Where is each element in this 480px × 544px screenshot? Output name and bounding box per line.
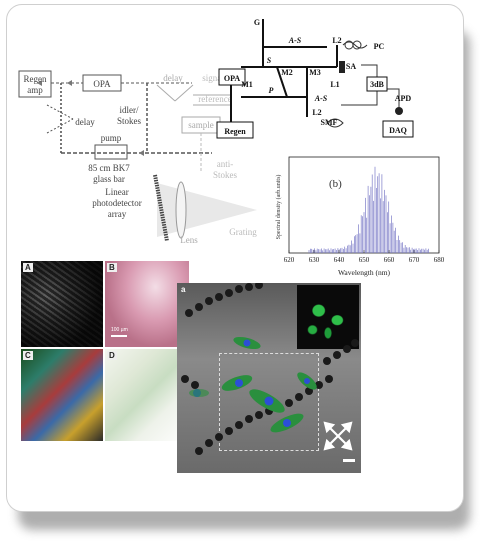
x-axis-label: Wavelength (nm)	[338, 268, 391, 277]
label-as-mid: A-S	[314, 94, 328, 103]
photodetector-array	[153, 174, 169, 242]
label-l1: L1	[330, 80, 339, 89]
label-l2-top: L2	[332, 36, 341, 45]
cell-scale-bar	[343, 459, 355, 462]
polarization-arrows	[323, 421, 353, 451]
selection-box	[219, 353, 319, 451]
optical-setup-left: Regen amp OPA delay delay idler/ Stokes …	[18, 70, 257, 245]
sa-box	[339, 61, 345, 73]
b-scale-bar	[111, 335, 127, 337]
label-g: G	[254, 18, 260, 27]
micro-label-d: D	[107, 351, 117, 360]
regen-amp-box	[18, 70, 52, 98]
label-sa: SA	[346, 62, 356, 71]
label-stokes: Stokes	[117, 116, 142, 126]
label-linear: Linear	[105, 187, 128, 197]
opa-box-right	[218, 68, 246, 86]
label-m1: M1	[241, 80, 253, 89]
micro-label-c: C	[23, 351, 33, 360]
label-reference: reference	[198, 94, 231, 104]
label-apd: APD	[395, 94, 412, 103]
label-lens: Lens	[180, 235, 198, 245]
label-regen-right: Regen	[224, 127, 246, 136]
label-idler: idler/	[120, 105, 139, 115]
lens-shape	[175, 181, 187, 239]
label-smf: SMF	[321, 118, 338, 127]
db-box	[366, 76, 388, 92]
micro-panel-b: B 100 µm	[105, 261, 189, 347]
cell-panel-label: a	[181, 285, 186, 294]
micro-panel-d: D	[105, 349, 189, 441]
label-daq: DAQ	[389, 126, 407, 135]
label-regen: Regen	[24, 74, 47, 84]
label-opa-right: OPA	[224, 74, 241, 83]
figure-card: Regen amp OPA delay delay idler/ Stokes …	[6, 4, 464, 512]
label-glass: 85 cm BK7	[88, 163, 130, 173]
x-tick-670: 670	[409, 256, 420, 264]
micro-label-a: A	[23, 263, 33, 272]
label-m3: M3	[309, 68, 321, 77]
label-pc: PC	[374, 42, 385, 51]
label-signal: signal	[202, 73, 224, 83]
x-tick-650: 650	[359, 256, 370, 264]
label-s: S	[267, 56, 272, 65]
b-scale-text: 100 µm	[111, 327, 128, 333]
chart-annotation: (b)	[329, 178, 342, 190]
x-tick-630: 630	[309, 256, 320, 264]
fiber-setup-right: G A-S L2 PC SA L1 3dB APD OPA Regen DAQ …	[216, 18, 414, 139]
label-stokes2: Stokes	[213, 170, 238, 180]
label-p: P	[269, 86, 274, 95]
hole-array	[181, 283, 359, 455]
x-tick-660: 660	[384, 256, 395, 264]
label-sample: sample	[188, 120, 214, 130]
label-grating: Grating	[229, 227, 257, 237]
label-opa-left: OPA	[93, 79, 111, 89]
y-axis-label: Spectral density (arb.units)	[275, 175, 282, 240]
spectrum-series	[308, 166, 429, 253]
micro-label-b: B	[107, 263, 117, 272]
label-anti: anti-	[217, 159, 234, 169]
x-tick-620: 620	[284, 256, 295, 264]
x-tick-640: 640	[334, 256, 345, 264]
glass-bar	[94, 144, 128, 160]
regen-box-right	[216, 121, 254, 139]
cell-image-panel: a	[177, 283, 361, 473]
label-delay-top: delay	[163, 73, 183, 83]
label-as-top: A-S	[288, 36, 302, 45]
daq-box	[382, 120, 414, 138]
micro-panel-c: C	[21, 349, 103, 441]
label-amp: amp	[27, 85, 43, 95]
label-pump: pump	[101, 133, 122, 143]
x-tick-680: 680	[434, 256, 445, 264]
inset-fluorescence	[297, 285, 359, 349]
label-m2: M2	[281, 68, 293, 77]
spectrum-lines	[308, 166, 429, 253]
label-delay-left: delay	[75, 117, 95, 127]
cells	[189, 336, 317, 433]
label-l2-bot: L2	[312, 108, 321, 117]
label-array: array	[108, 209, 127, 219]
label-photodetector: photodetector	[92, 198, 141, 208]
spectrum-chart: (b) 620 630 640 650 660 670 680 Wavelength (nm…	[275, 156, 445, 277]
label-db: 3dB	[370, 80, 384, 89]
micro-panel-a: A	[21, 261, 103, 347]
cell-overlay	[181, 283, 359, 462]
label-glass2: glass bar	[93, 174, 125, 184]
